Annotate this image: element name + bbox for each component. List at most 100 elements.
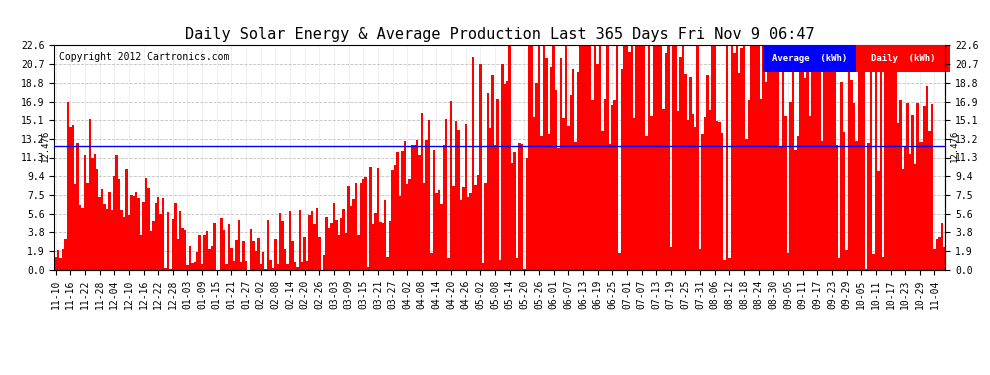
- Bar: [567, 126, 569, 270]
- Bar: [569, 95, 572, 270]
- Bar: [299, 210, 301, 270]
- Bar: [841, 82, 842, 270]
- Bar: [521, 144, 523, 270]
- Bar: [536, 82, 538, 270]
- Bar: [738, 73, 741, 270]
- Bar: [84, 156, 86, 270]
- Bar: [238, 219, 240, 270]
- Bar: [308, 215, 311, 270]
- FancyBboxPatch shape: [856, 45, 950, 72]
- Bar: [421, 113, 423, 270]
- Bar: [289, 211, 291, 270]
- Bar: [674, 45, 677, 270]
- Bar: [926, 86, 929, 270]
- Bar: [714, 45, 716, 270]
- Bar: [467, 197, 469, 270]
- Bar: [106, 209, 108, 270]
- Bar: [870, 45, 872, 270]
- Bar: [533, 117, 536, 270]
- Bar: [391, 170, 394, 270]
- Bar: [130, 195, 133, 270]
- Bar: [814, 45, 816, 270]
- Bar: [499, 260, 501, 270]
- Bar: [145, 178, 148, 270]
- Bar: [596, 63, 599, 270]
- Bar: [389, 221, 391, 270]
- Bar: [369, 167, 372, 270]
- Bar: [404, 141, 406, 270]
- Bar: [704, 117, 706, 270]
- Bar: [755, 45, 757, 270]
- Bar: [914, 164, 916, 270]
- Bar: [211, 246, 213, 270]
- Bar: [719, 122, 721, 270]
- Bar: [59, 258, 61, 270]
- Bar: [69, 128, 71, 270]
- Bar: [269, 260, 271, 270]
- Bar: [364, 177, 367, 270]
- Bar: [284, 249, 286, 270]
- Bar: [428, 120, 431, 270]
- Bar: [474, 184, 477, 270]
- Bar: [452, 186, 454, 270]
- Bar: [379, 222, 381, 270]
- Bar: [652, 45, 655, 270]
- Bar: [176, 239, 179, 270]
- Bar: [747, 100, 750, 270]
- Bar: [874, 45, 877, 270]
- Bar: [296, 267, 299, 270]
- Bar: [523, 268, 526, 270]
- Bar: [267, 220, 269, 270]
- Bar: [213, 223, 216, 270]
- Bar: [907, 104, 909, 270]
- Text: Daily  (kWh): Daily (kWh): [871, 54, 936, 63]
- Bar: [664, 53, 667, 270]
- Bar: [111, 210, 113, 270]
- Bar: [902, 169, 904, 270]
- Bar: [526, 158, 528, 270]
- Bar: [486, 93, 489, 270]
- Bar: [514, 152, 516, 270]
- Bar: [741, 48, 742, 270]
- Bar: [628, 52, 631, 270]
- Bar: [347, 186, 349, 270]
- Bar: [166, 212, 169, 270]
- Bar: [792, 45, 794, 270]
- Bar: [599, 45, 601, 270]
- Bar: [372, 224, 374, 270]
- Bar: [501, 64, 504, 270]
- Bar: [867, 143, 870, 270]
- Bar: [179, 211, 181, 270]
- Bar: [226, 264, 228, 270]
- Bar: [191, 263, 194, 270]
- Bar: [909, 154, 911, 270]
- Bar: [276, 264, 279, 270]
- Bar: [509, 45, 511, 270]
- Bar: [831, 45, 834, 270]
- Bar: [472, 57, 474, 270]
- Bar: [254, 251, 257, 270]
- Bar: [138, 198, 140, 270]
- Bar: [123, 217, 126, 270]
- Bar: [443, 146, 446, 270]
- Bar: [694, 127, 696, 270]
- Bar: [326, 217, 328, 270]
- Bar: [731, 45, 733, 270]
- Bar: [274, 239, 276, 270]
- Bar: [819, 66, 821, 270]
- Bar: [577, 72, 579, 270]
- Bar: [882, 257, 884, 270]
- Bar: [198, 235, 201, 270]
- Bar: [564, 45, 567, 270]
- Bar: [587, 45, 589, 270]
- Bar: [777, 45, 779, 270]
- Bar: [148, 188, 149, 270]
- Bar: [328, 228, 331, 270]
- Bar: [601, 131, 604, 270]
- Bar: [892, 56, 894, 270]
- Bar: [641, 45, 643, 270]
- Bar: [396, 152, 399, 270]
- Title: Daily Solar Energy & Average Production Last 365 Days Fri Nov 9 06:47: Daily Solar Energy & Average Production …: [185, 27, 815, 42]
- Bar: [821, 141, 824, 270]
- Bar: [464, 124, 467, 270]
